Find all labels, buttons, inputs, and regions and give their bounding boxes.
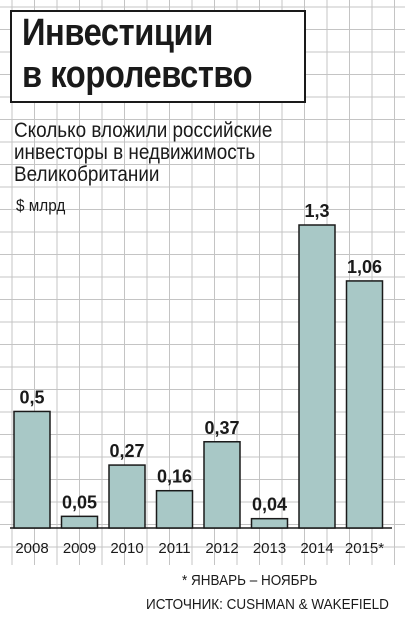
value-label-2013: 0,04 <box>252 495 287 515</box>
value-label-2011: 0,16 <box>157 467 192 487</box>
bar-2011 <box>155 489 194 529</box>
value-label-2015*: 1,06 <box>347 257 382 277</box>
subtitle-line-3: Великобритании <box>14 163 160 186</box>
value-label-2010: 0,27 <box>109 441 144 461</box>
footnote: * ЯНВАРЬ – НОЯБРЬ <box>181 572 317 589</box>
unit-label: $ млрд <box>16 196 66 215</box>
title-line-2: в королевство <box>22 54 253 96</box>
bar-2012 <box>203 441 241 529</box>
bar-2008 <box>13 410 51 529</box>
category-label-2010: 2010 <box>110 540 143 557</box>
subtitle-line-2: инвесторы в недвижимость <box>14 141 256 164</box>
bar-2014 <box>298 224 336 529</box>
bar-2015* <box>345 280 384 529</box>
bar-2009 <box>60 515 99 529</box>
source: ИСТОЧНИК: CUSHMAN & WAKEFIELD <box>146 596 389 613</box>
title-box: Инвестиции в королевство <box>10 10 306 103</box>
category-label-2008: 2008 <box>15 540 48 557</box>
category-label-2011: 2011 <box>158 540 190 557</box>
subtitle-line-1: Сколько вложили российские <box>14 119 273 142</box>
value-label-2009: 0,05 <box>62 492 97 512</box>
value-label-2014: 1,3 <box>304 201 329 221</box>
value-label-2012: 0,37 <box>204 418 239 438</box>
category-label-2013: 2013 <box>253 540 286 557</box>
category-label-2014: 2014 <box>300 540 333 557</box>
subtitle: Сколько вложили российские инвесторы в н… <box>14 120 272 186</box>
bar-2013 <box>250 517 289 529</box>
value-label-2008: 0,5 <box>19 387 44 407</box>
category-label-2015*: 2015* <box>345 540 384 557</box>
bar-2010 <box>108 464 146 529</box>
category-label-2012: 2012 <box>205 540 238 557</box>
title-line-1: Инвестиции <box>22 12 213 54</box>
category-label-2009: 2009 <box>63 540 96 557</box>
